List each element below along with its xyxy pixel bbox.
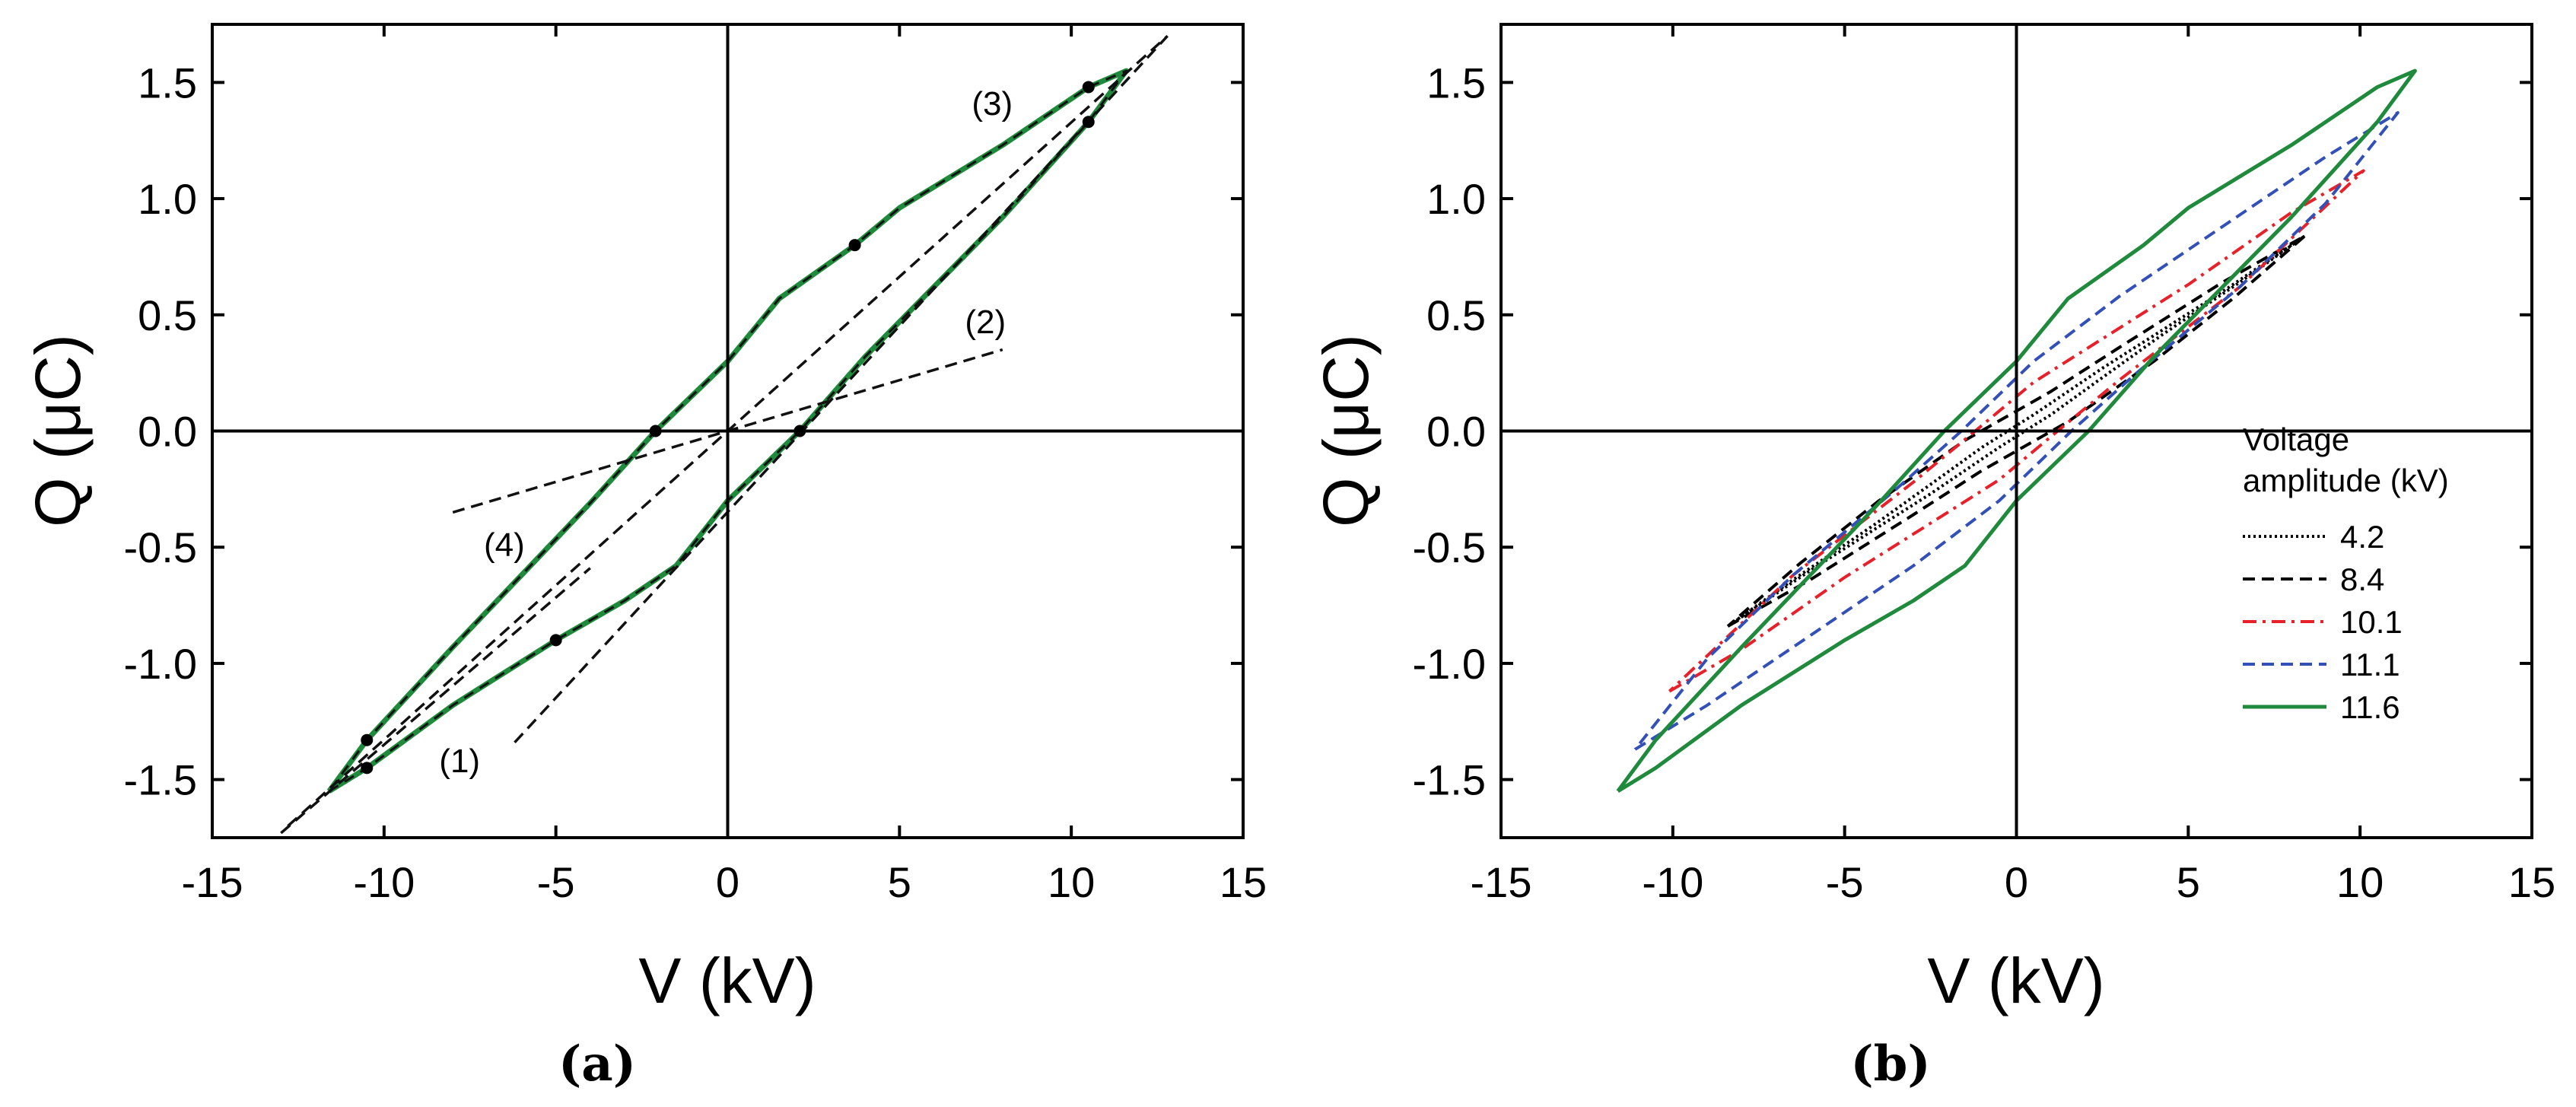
panel-a-axes-frame <box>211 23 1245 839</box>
series-line-11-6 <box>1616 68 2417 794</box>
transition-point-marker <box>361 733 374 746</box>
panel-b-plot-area <box>1616 68 2417 794</box>
segment-annotation: (1) <box>439 743 480 780</box>
legend-label-11-1: 11.1 <box>2340 647 2400 682</box>
y-tick-label: -1.5 <box>1413 756 1487 804</box>
x-tick-label: -15 <box>1471 858 1532 906</box>
y-tick-label: -1.0 <box>124 640 198 688</box>
y-tick-label: 1.5 <box>138 59 197 107</box>
legend-label-11-6: 11.6 <box>2340 689 2400 725</box>
x-tick-label: 15 <box>2508 858 2555 906</box>
x-tick-label: -5 <box>537 858 575 906</box>
panel-b-ticks: -15 -10 -5 0 5 10 15 -1.5 -1.0 -0.5 0.0 0.5 1.0 1.5 <box>1413 24 2555 906</box>
panel-a-annotations: (1) (2) (3) (4) <box>439 85 1013 780</box>
series-line-10-1 <box>1668 169 2365 693</box>
legend-title-line-2: amplitude (kV) <box>2243 463 2449 498</box>
segment-annotation: (3) <box>972 85 1013 122</box>
y-tick-label: 0.5 <box>138 291 197 339</box>
x-tick-label: 5 <box>888 858 911 906</box>
panel-b: -15 -10 -5 0 5 10 15 -1.5 -1.0 -0.5 0.0 0.5 1.0 1.5 V… <box>1310 23 2555 1093</box>
x-tick-label: 0 <box>716 858 739 906</box>
panel-a-ticks: -15 -10 -5 0 5 10 15 -1.5 -1.0 -0.5 0.0 0.5 1.0 1.5 <box>124 24 1267 906</box>
y-tick-label: 0.5 <box>1426 291 1486 339</box>
x-tick-label: -10 <box>1642 858 1703 906</box>
x-tick-label: -15 <box>182 858 243 906</box>
transition-point-marker <box>549 634 562 647</box>
series-line-4-2 <box>1726 234 2307 628</box>
y-tick-label: -0.5 <box>1413 523 1487 571</box>
panel-a-label: (a) <box>558 1035 636 1093</box>
segment-annotation: (2) <box>965 304 1006 341</box>
legend-title-line-1: Voltage <box>2243 421 2349 457</box>
panel-b-x-axis-label: V (kV) <box>1927 945 2104 1016</box>
x-tick-label: 15 <box>1220 858 1267 906</box>
y-tick-label: -0.5 <box>124 523 198 571</box>
transition-point-marker <box>1082 81 1095 94</box>
series-line-11-1 <box>1633 111 2399 751</box>
legend-label-4-2: 4.2 <box>2340 519 2384 555</box>
qv-loop-fit-overlay <box>328 69 1127 793</box>
fit-line <box>280 567 591 835</box>
y-tick-label: -1.5 <box>124 756 198 804</box>
panel-a-zero-lines <box>212 24 1243 838</box>
x-tick-label: 5 <box>2177 858 2200 906</box>
y-tick-label: 1.0 <box>138 175 197 223</box>
panel-b-axes-frame <box>1499 23 2533 839</box>
transition-point-marker <box>361 762 374 775</box>
panel-a-x-axis-label: V (kV) <box>638 945 816 1016</box>
panel-a-y-axis-label: Q (μC) <box>22 334 94 527</box>
y-tick-label: 0.0 <box>1426 408 1486 456</box>
panel-b-zero-lines <box>1501 24 2532 838</box>
panel-a: -15 -10 -5 0 5 10 15 -1.5 -1.0 -0.5 0.0 0.5 1.0 1.5 (… <box>22 23 1267 1093</box>
x-tick-label: -5 <box>1826 858 1864 906</box>
panel-b-label: (b) <box>1850 1035 1930 1093</box>
series-line-8-4 <box>1726 234 2307 628</box>
x-tick-label: 10 <box>2336 858 2384 906</box>
y-tick-label: -1.0 <box>1413 640 1487 688</box>
y-tick-label: 1.0 <box>1426 175 1486 223</box>
panel-a-plot-area <box>280 34 1169 835</box>
y-tick-label: 1.5 <box>1426 59 1486 107</box>
legend-label-8-4: 8.4 <box>2340 561 2384 597</box>
legend-label-10-1: 10.1 <box>2340 604 2403 640</box>
segment-annotation: (4) <box>484 526 525 564</box>
panel-b-legend: Voltage amplitude (kV) 4.2 8.4 10.1 11.1 11.… <box>2243 421 2449 725</box>
panel-b-y-axis-label: Q (μC) <box>1310 334 1382 527</box>
transition-point-marker <box>848 239 861 252</box>
x-tick-label: 0 <box>2005 858 2028 906</box>
transition-point-marker <box>1082 116 1095 129</box>
x-tick-label: 10 <box>1048 858 1095 906</box>
x-tick-label: -10 <box>353 858 415 906</box>
y-tick-label: 0.0 <box>138 408 197 456</box>
